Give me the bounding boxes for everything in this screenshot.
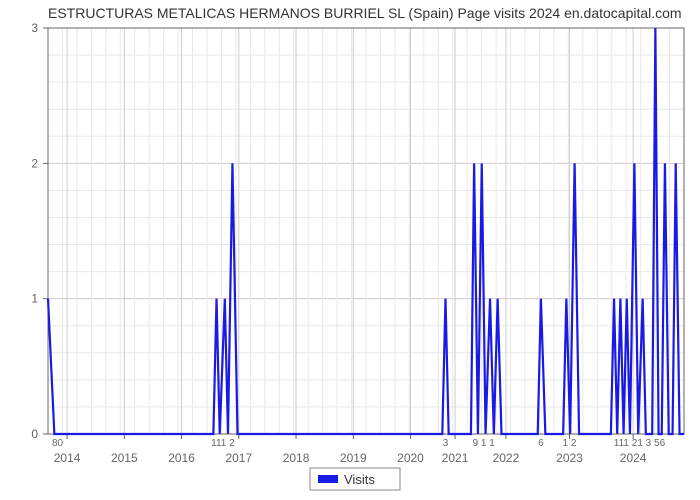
x-year-label: 2024 bbox=[620, 451, 647, 465]
x-year-label: 2023 bbox=[556, 451, 583, 465]
y-tick-label: 2 bbox=[31, 156, 38, 170]
baseline-value-label: 1 2 bbox=[563, 438, 577, 449]
x-year-label: 2020 bbox=[397, 451, 424, 465]
x-year-label: 2014 bbox=[54, 451, 81, 465]
y-tick-label: 1 bbox=[31, 292, 38, 306]
baseline-value-label: 80 bbox=[52, 438, 64, 449]
legend-label: Visits bbox=[344, 472, 375, 487]
x-year-label: 2018 bbox=[283, 451, 310, 465]
x-year-label: 2017 bbox=[225, 451, 252, 465]
baseline-value-label: 3 bbox=[443, 438, 449, 449]
x-year-label: 2015 bbox=[111, 451, 138, 465]
visits-chart: ESTRUCTURAS METALICAS HERMANOS BURRIEL S… bbox=[0, 0, 700, 500]
x-year-label: 2016 bbox=[168, 451, 195, 465]
baseline-value-label: 9 1 1 bbox=[473, 438, 496, 449]
baseline-value-label: 6 bbox=[538, 438, 544, 449]
baseline-value-label: 111 2 bbox=[211, 438, 235, 449]
chart-title: ESTRUCTURAS METALICAS HERMANOS BURRIEL S… bbox=[48, 5, 682, 21]
y-tick-label: 0 bbox=[31, 427, 38, 441]
baseline-value-label: 111 21 3 56 bbox=[614, 438, 666, 449]
x-year-label: 2019 bbox=[340, 451, 367, 465]
chart-bg bbox=[0, 0, 700, 500]
legend-swatch bbox=[318, 475, 338, 483]
y-tick-label: 3 bbox=[31, 21, 38, 35]
x-year-label: 2021 bbox=[442, 451, 469, 465]
x-year-label: 2022 bbox=[493, 451, 520, 465]
